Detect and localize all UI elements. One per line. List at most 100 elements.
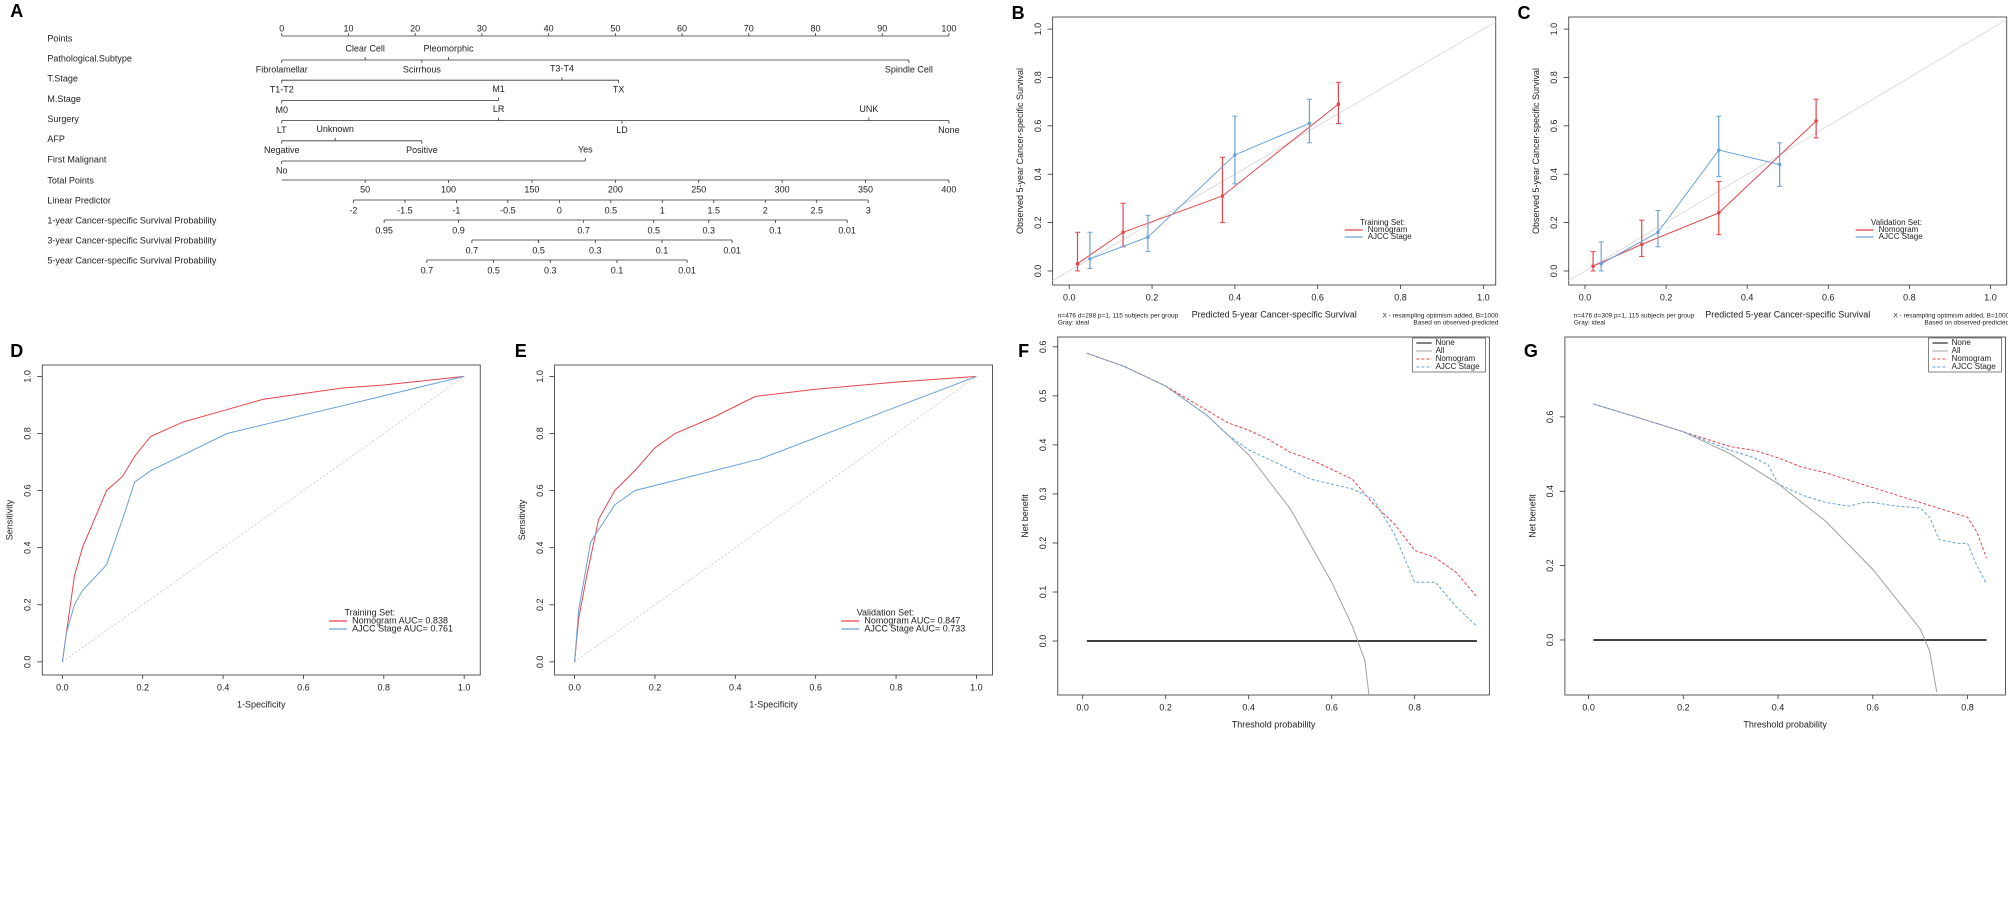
x-tick-label: 0.0 — [568, 682, 581, 692]
point — [1088, 257, 1092, 261]
y-axis-title: Observed 5-year Cancer-specific Survival — [1015, 68, 1025, 234]
x-tick-label: 1.0 — [1984, 292, 1997, 302]
plot-frame — [1052, 16, 1497, 286]
y-tick-label: 0.2 — [1033, 216, 1043, 229]
panel-letter: B — [1012, 3, 1025, 23]
y-tick-label: 0.8 — [1033, 71, 1043, 84]
panel-letter: A — [10, 1, 23, 21]
y-tick-label: 0.0 — [1038, 635, 1048, 648]
y-tick-label: 0.6 — [23, 484, 33, 497]
curve — [61, 375, 465, 662]
y-tick-label: 0.3 — [1038, 488, 1048, 501]
row-label: Surgery — [47, 114, 79, 124]
x-tick-label: 1.0 — [458, 682, 471, 692]
tick-label: 50 — [610, 23, 620, 33]
x-tick-label: 0.0 — [56, 682, 69, 692]
footnote: Based on observed-predicted — [1924, 320, 2008, 327]
y-tick-label: 0.2 — [23, 599, 33, 612]
tick-label: 2 — [763, 205, 768, 215]
ideal-line — [1568, 19, 2007, 281]
y-axis-title: Net benefit — [1020, 494, 1030, 538]
x-tick-label: 0.8 — [890, 682, 903, 692]
x-tick-label: 0.0 — [1582, 702, 1595, 712]
y-axis-title: Observed 5-year Cancer-specific Survival — [1531, 68, 1541, 234]
curve — [1593, 403, 1987, 559]
tick-label: 250 — [691, 184, 706, 194]
y-axis-title: Sensitivity — [517, 499, 527, 540]
tick-label: 0 — [279, 23, 284, 33]
level-label: T3-T4 — [550, 64, 574, 74]
level-label: Pleomorphic — [424, 43, 475, 53]
tick-label: 0.7 — [577, 225, 590, 235]
x-axis-title: Threshold probability — [1743, 719, 1827, 729]
y-tick-label: 0.2 — [1038, 537, 1048, 550]
level-label: Fibrolamellar — [256, 64, 308, 74]
tick-label: 60 — [677, 23, 687, 33]
ideal-line — [1052, 21, 1496, 281]
plot-frame — [1564, 336, 2006, 696]
level-label: Spindle Cell — [885, 64, 933, 74]
row-label: T.Stage — [47, 74, 78, 84]
y-tick-label: 0.6 — [1549, 120, 1559, 133]
legend-label: Nomogram — [1879, 225, 1919, 234]
x-tick-label: 0.0 — [1579, 292, 1592, 302]
point — [1716, 148, 1721, 152]
y-tick-label: 0.0 — [23, 656, 33, 669]
plot-frame — [41, 364, 481, 676]
point — [1814, 119, 1818, 123]
point — [1599, 261, 1603, 266]
x-axis-title: Predicted 5-year Cancer-specific Surviva… — [1705, 309, 1870, 319]
tick-label: 100 — [441, 184, 456, 194]
x-tick-label: 0.6 — [1311, 292, 1324, 302]
x-tick-label: 0.2 — [1146, 292, 1159, 302]
tick-label: 0.3 — [544, 265, 557, 275]
x-tick-label: 0.4 — [1229, 292, 1242, 302]
point — [1307, 121, 1312, 126]
legend-label: AJCC Stage AUC= 0.761 — [352, 623, 453, 633]
x-tick-label: 0.6 — [1867, 702, 1880, 712]
footnote: n=476 d=309 p=1, 115 subjects per group — [1574, 313, 1695, 320]
point — [1777, 162, 1782, 167]
calibration-line — [1089, 122, 1310, 260]
tick-label: -2 — [349, 205, 357, 215]
tick-label: 0.01 — [678, 265, 696, 275]
tick-label: 0.3 — [702, 225, 715, 235]
y-axis-title: Net benefit — [1527, 494, 1537, 538]
footnote: n=476 d=288 p=1, 115 subjects per group — [1058, 313, 1179, 320]
footnote: Gray: ideal — [1574, 320, 1606, 327]
y-tick-label: 0.6 — [1545, 411, 1555, 424]
x-axis-title: 1-Specificity — [237, 699, 286, 709]
tick-label: 40 — [544, 23, 554, 33]
point — [1121, 230, 1125, 235]
tick-label: 50 — [360, 184, 370, 194]
legend-box — [1412, 337, 1486, 373]
x-tick-label: 0.8 — [1903, 292, 1916, 302]
point — [1220, 194, 1225, 198]
y-tick-label: 0.2 — [535, 599, 545, 612]
level-label: LD — [616, 125, 628, 135]
tick-label: 0.1 — [611, 265, 624, 275]
x-tick-label: 0.6 — [1822, 292, 1835, 302]
curve — [1086, 352, 1478, 598]
tick-label: 0.01 — [723, 245, 741, 255]
legend-label: Nomogram — [1436, 354, 1476, 363]
x-tick-label: 0.2 — [649, 682, 662, 692]
tick-label: 350 — [858, 184, 873, 194]
tick-label: 30 — [477, 23, 487, 33]
y-tick-label: 0.4 — [1033, 168, 1043, 181]
level-label: Scirrhous — [403, 64, 442, 74]
row-label: AFP — [47, 134, 65, 144]
x-tick-label: 0.2 — [1677, 702, 1690, 712]
point — [1336, 102, 1341, 106]
x-tick-label: 0.8 — [378, 682, 391, 692]
x-tick-label: 0.0 — [1076, 702, 1089, 712]
level-label: Negative — [264, 145, 300, 155]
x-tick-label: 0.2 — [1660, 292, 1673, 302]
y-tick-label: 1.0 — [1549, 23, 1559, 36]
level-label: LR — [493, 104, 505, 114]
panel-letter: F — [1018, 341, 1029, 361]
row-label: First Malignant — [47, 154, 107, 164]
x-tick-label: 0.8 — [1394, 292, 1407, 302]
curve — [1086, 352, 1478, 627]
